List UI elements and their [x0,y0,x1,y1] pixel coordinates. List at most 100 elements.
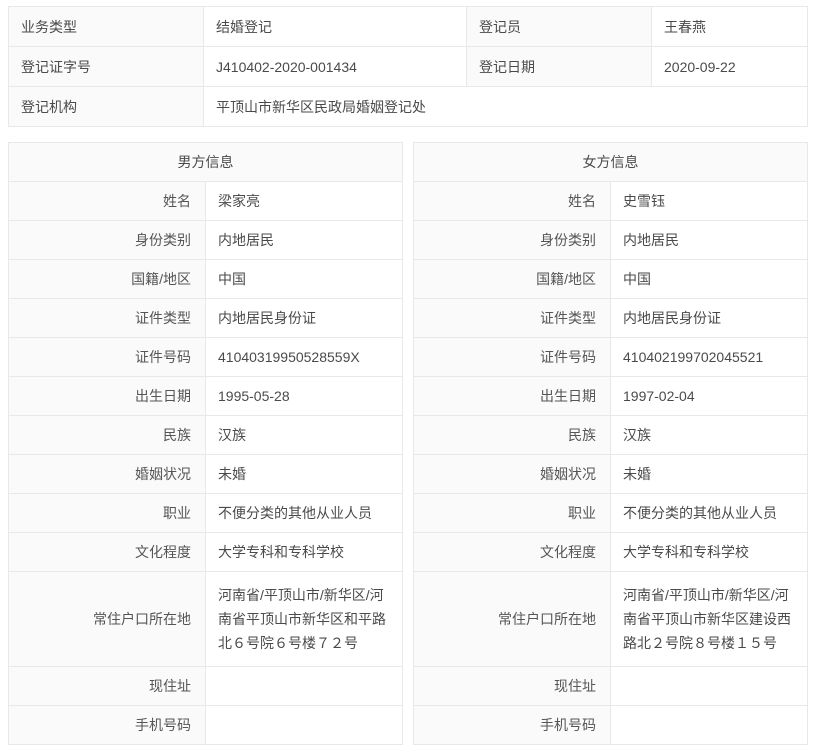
female-value-name: 史雪钰 [610,181,808,221]
table-row: 民族 汉族 [8,415,403,455]
female-info-panel: 女方信息 姓名 史雪钰 身份类别 内地居民 国籍/地区 中国 [413,142,808,745]
female-label-document-type: 证件类型 [413,298,611,338]
table-row: 职业 不便分类的其他从业人员 [413,493,808,533]
male-value-marital-status: 未婚 [205,454,403,494]
table-row: 国籍/地区 中国 [413,259,808,299]
male-value-identity-type: 内地居民 [205,220,403,260]
female-value-document-number: 410402199702045521 [610,337,808,377]
female-value-mobile-number [610,705,808,745]
table-row: 出生日期 1995-05-28 [8,376,403,416]
female-label-mobile-number: 手机号码 [413,705,611,745]
registration-summary-table: 业务类型 结婚登记 登记员 王春燕 登记证字号 J410402-2020-001… [8,6,808,127]
female-label-marital-status: 婚姻状况 [413,454,611,494]
female-value-ethnicity: 汉族 [610,415,808,455]
male-info-table: 男方信息 姓名 梁家亮 身份类别 内地居民 国籍/地区 中国 [8,142,403,745]
male-value-ethnicity: 汉族 [205,415,403,455]
table-row: 身份类别 内地居民 [8,220,403,260]
summary-label-business-type: 业务类型 [8,6,204,47]
table-row: 民族 汉族 [413,415,808,455]
summary-label-registration-office: 登记机构 [8,86,204,127]
male-label-mobile-number: 手机号码 [8,705,206,745]
table-row: 姓名 史雪钰 [413,181,808,221]
female-label-document-number: 证件号码 [413,337,611,377]
female-label-household-address: 常住户口所在地 [413,571,611,667]
male-label-document-type: 证件类型 [8,298,206,338]
male-value-mobile-number [205,705,403,745]
table-row: 出生日期 1997-02-04 [413,376,808,416]
female-value-current-address [610,666,808,706]
male-value-name: 梁家亮 [205,181,403,221]
table-row: 手机号码 [8,705,403,745]
table-row: 国籍/地区 中国 [8,259,403,299]
person-tables-container: 男方信息 姓名 梁家亮 身份类别 内地居民 国籍/地区 中国 [8,142,808,745]
female-label-identity-type: 身份类别 [413,220,611,260]
summary-value-registration-date: 2020-09-22 [651,46,808,87]
table-row: 婚姻状况 未婚 [8,454,403,494]
table-row: 业务类型 结婚登记 登记员 王春燕 [8,6,808,47]
female-value-marital-status: 未婚 [610,454,808,494]
table-row: 现住址 [413,666,808,706]
male-label-occupation: 职业 [8,493,206,533]
table-row: 证件号码 41040319950528559X [8,337,403,377]
table-row: 姓名 梁家亮 [8,181,403,221]
male-value-nationality: 中国 [205,259,403,299]
summary-label-certificate-number: 登记证字号 [8,46,204,87]
summary-value-registration-office: 平顶山市新华区民政局婚姻登记处 [203,86,808,127]
male-value-current-address [205,666,403,706]
male-label-nationality: 国籍/地区 [8,259,206,299]
table-row: 常住户口所在地 河南省/平顶山市/新华区/河南省平顶山市新华区建设西路北２号院８… [413,571,808,667]
table-row: 现住址 [8,666,403,706]
male-value-document-number: 41040319950528559X [205,337,403,377]
table-row: 证件类型 内地居民身份证 [413,298,808,338]
male-info-header: 男方信息 [8,142,403,182]
summary-value-certificate-number: J410402-2020-001434 [203,46,467,87]
female-value-household-address: 河南省/平顶山市/新华区/河南省平顶山市新华区建设西路北２号院８号楼１５号 [610,571,808,667]
male-value-occupation: 不便分类的其他从业人员 [205,493,403,533]
male-label-current-address: 现住址 [8,666,206,706]
registration-summary-table-wrapper: 业务类型 结婚登记 登记员 王春燕 登记证字号 J410402-2020-001… [8,6,808,127]
table-row: 证件号码 410402199702045521 [413,337,808,377]
table-row: 常住户口所在地 河南省/平顶山市/新华区/河南省平顶山市新华区和平路北６号院６号… [8,571,403,667]
summary-label-registrar: 登记员 [466,6,652,47]
table-row: 登记机构 平顶山市新华区民政局婚姻登记处 [8,86,808,127]
male-label-identity-type: 身份类别 [8,220,206,260]
summary-value-business-type: 结婚登记 [203,6,467,47]
female-value-identity-type: 内地居民 [610,220,808,260]
male-label-name: 姓名 [8,181,206,221]
female-value-occupation: 不便分类的其他从业人员 [610,493,808,533]
male-label-birth-date: 出生日期 [8,376,206,416]
female-value-document-type: 内地居民身份证 [610,298,808,338]
male-value-birth-date: 1995-05-28 [205,376,403,416]
female-info-table: 女方信息 姓名 史雪钰 身份类别 内地居民 国籍/地区 中国 [413,142,808,745]
female-value-nationality: 中国 [610,259,808,299]
female-label-birth-date: 出生日期 [413,376,611,416]
male-info-panel: 男方信息 姓名 梁家亮 身份类别 内地居民 国籍/地区 中国 [8,142,403,745]
male-label-marital-status: 婚姻状况 [8,454,206,494]
female-label-name: 姓名 [413,181,611,221]
table-row: 证件类型 内地居民身份证 [8,298,403,338]
table-row: 婚姻状况 未婚 [413,454,808,494]
female-value-education: 大学专科和专科学校 [610,532,808,572]
table-header-row: 女方信息 [413,142,808,182]
summary-label-registration-date: 登记日期 [466,46,652,87]
table-row: 文化程度 大学专科和专科学校 [413,532,808,572]
male-value-household-address: 河南省/平顶山市/新华区/河南省平顶山市新华区和平路北６号院６号楼７２号 [205,571,403,667]
female-label-ethnicity: 民族 [413,415,611,455]
female-label-education: 文化程度 [413,532,611,572]
summary-value-registrar: 王春燕 [651,6,808,47]
male-value-education: 大学专科和专科学校 [205,532,403,572]
male-label-document-number: 证件号码 [8,337,206,377]
table-row: 身份类别 内地居民 [413,220,808,260]
table-row: 登记证字号 J410402-2020-001434 登记日期 2020-09-2… [8,46,808,87]
table-row: 手机号码 [413,705,808,745]
table-row: 职业 不便分类的其他从业人员 [8,493,403,533]
male-value-document-type: 内地居民身份证 [205,298,403,338]
female-label-occupation: 职业 [413,493,611,533]
female-label-nationality: 国籍/地区 [413,259,611,299]
table-row: 文化程度 大学专科和专科学校 [8,532,403,572]
male-label-ethnicity: 民族 [8,415,206,455]
female-value-birth-date: 1997-02-04 [610,376,808,416]
table-header-row: 男方信息 [8,142,403,182]
male-label-household-address: 常住户口所在地 [8,571,206,667]
